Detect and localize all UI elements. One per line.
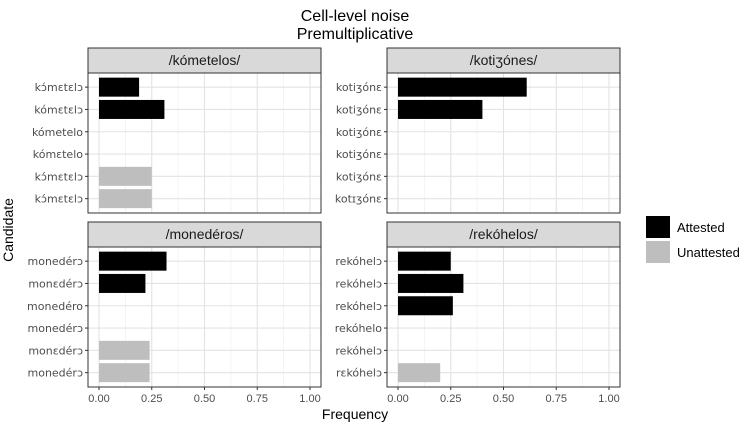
facet-title: /monedéros/ [166,226,244,242]
bar [99,77,140,97]
x-tick-label: 0.25 [440,393,461,405]
x-tick-label: 0.75 [247,393,268,405]
facet-title: /rekóhelos/ [469,226,538,242]
legend: Attested Unattested [646,216,740,263]
chart-title: Cell-level noise [301,8,410,25]
bar [99,166,152,186]
bar [398,77,527,97]
bar [99,99,165,119]
y-tick-label: rekóhelɔ [335,277,382,290]
facet-title: /kómetelos/ [169,52,241,68]
y-tick-label: kotiʒónɛ [336,103,382,116]
y-tick-label: monedéro [27,300,83,313]
facet-panel: /monedéros/monedérɔ monɛdérɔ monedéro moned… [27,221,322,405]
bar [99,340,150,360]
facet-panel: /kotiʒónes/kotiʒónɛ kotiʒónɛ kotiʒónɛ kotiʒ… [335,47,621,214]
y-tick-label: monɛdérɔ [28,344,83,357]
y-tick-label: kómɛtelo [33,148,84,161]
y-tick-label: kotiʒónɛ [336,170,382,183]
bar [398,99,483,119]
x-tick-label: 0.50 [493,393,514,405]
x-tick-label: 1.00 [299,393,320,405]
x-tick-label: 0.00 [387,393,408,405]
bar [398,273,464,293]
chart-subtitle: Premultiplicative [297,26,414,43]
y-tick-label: kotiʒónɛ [336,148,382,161]
y-axis-title: Candidate [0,198,16,262]
bar [99,189,152,209]
bar [398,296,453,316]
facet-strip [386,221,621,248]
facet-strip [87,47,322,74]
bar [398,363,441,383]
y-tick-label: monɛdérɔ [28,277,83,290]
y-tick-label: rekóhelɔ [335,255,382,268]
x-tick-label: 0.50 [194,393,215,405]
bar [99,273,146,293]
y-tick-label: monedérɔ [28,367,84,380]
y-tick-label: rekóhelɔ [335,344,382,357]
y-tick-label: rɛkóhelɔ [336,367,382,380]
x-tick-label: 1.00 [598,393,619,405]
legend-swatch [646,241,670,263]
facet-title: /kotiʒónes/ [470,52,538,68]
facet-panels: /kómetelos/kɔ́mɛtɛlɔ kómɛtɛlɔ kómetelo kómɛ… [27,47,621,405]
bar [99,363,150,383]
y-tick-label: rekóhelo [335,322,383,335]
bar [99,251,167,271]
y-tick-label: rekóhelɔ [335,300,382,313]
y-tick-label: kómɛtɛlɔ [34,103,83,116]
y-tick-label: monedérɔ [28,322,84,335]
y-tick-label: monedérɔ [28,255,84,268]
x-axis-title: Frequency [322,406,388,422]
x-tick-label: 0.75 [546,393,567,405]
facet-panel: /kómetelos/kɔ́mɛtɛlɔ kómɛtɛlɔ kómetelo kómɛ… [32,47,322,214]
legend-label: Attested [677,220,725,235]
legend-swatch [646,216,670,238]
panel-border [87,72,322,214]
y-tick-label: kɔ́mɛtɛlɔ [35,170,83,183]
facet-strip [386,47,621,74]
bar [398,251,451,271]
x-tick-label: 0.00 [88,393,109,405]
y-tick-label: kotiʒónɛ [336,126,382,139]
y-tick-label: kotɪʒónɛ [335,193,382,206]
x-tick-label: 0.25 [141,393,162,405]
facet-panel: /rekóhelos/rekóhelɔ rekóhelɔ rekóhelɔ rekóh… [335,221,621,405]
legend-label: Unattested [677,245,740,260]
panel-border [386,72,621,214]
y-tick-label: kotiʒónɛ [336,81,382,94]
y-tick-label: kɔ́mɛtɛlɔ [35,81,83,94]
y-tick-label: kómetelo [32,126,83,139]
y-tick-label: kɔ́mɛtɛlɔ [35,193,83,206]
facet-strip [87,221,322,248]
